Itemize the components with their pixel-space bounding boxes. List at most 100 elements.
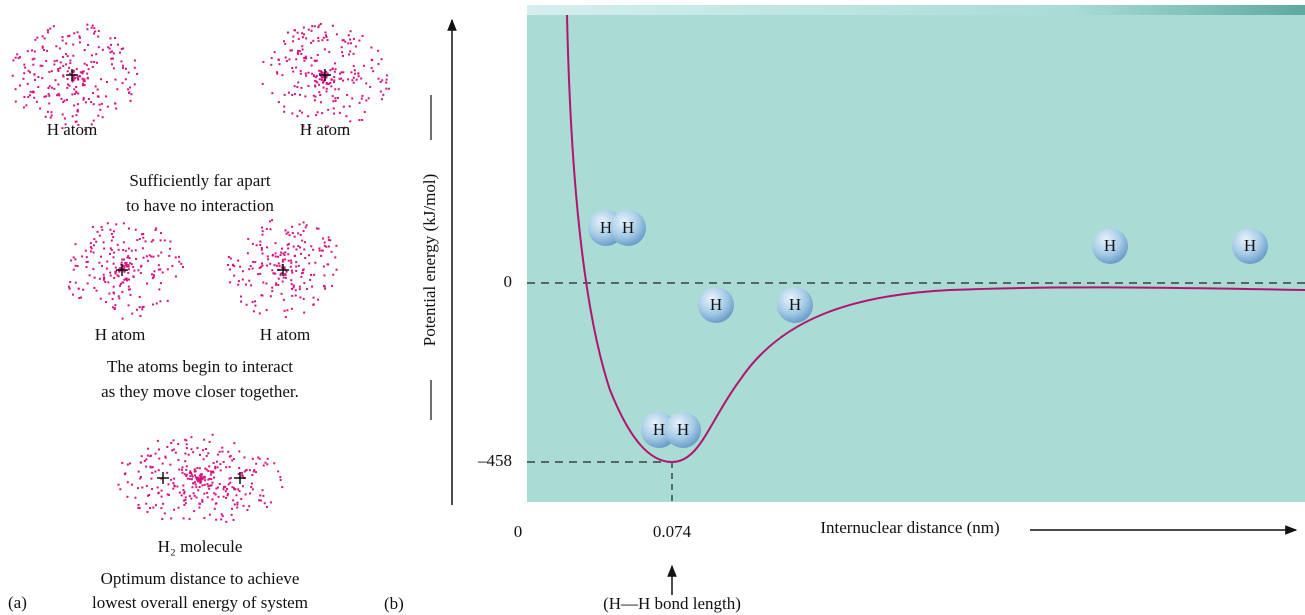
electron-dot (190, 497, 193, 500)
electron-dot (181, 468, 184, 471)
electron-dot (261, 226, 264, 229)
electron-dot (109, 247, 112, 250)
electron-dot (72, 71, 75, 74)
electron-dot (163, 512, 166, 515)
electron-dot (251, 457, 254, 460)
electron-dot (363, 64, 366, 67)
electron-dot (271, 92, 274, 95)
electron-dot (135, 257, 138, 260)
electron-dot (105, 301, 108, 304)
electron-dot (210, 478, 213, 481)
electron-dot (246, 508, 249, 511)
electron-dot (304, 256, 307, 259)
electron-dot (143, 459, 146, 462)
electron-dot (352, 76, 355, 79)
electron-dot (188, 495, 191, 498)
electron-dot (311, 285, 314, 288)
electron-dot (152, 255, 155, 258)
electron-dot (293, 85, 296, 88)
electron-dot (49, 27, 52, 30)
electron-dot (103, 247, 106, 250)
electron-dot (139, 475, 142, 478)
electron-dot (314, 95, 317, 98)
electron-dot (291, 271, 294, 274)
electron-dot (349, 38, 352, 41)
electron-dot (140, 455, 143, 458)
electron-dot (110, 50, 113, 53)
electron-dot (53, 87, 56, 90)
electron-dot (152, 303, 155, 306)
electron-dot (323, 241, 326, 244)
electron-dot (330, 250, 333, 253)
electron-dot (81, 77, 84, 80)
electron-dot (270, 57, 273, 60)
electron-dot (197, 489, 200, 492)
electron-dot (67, 83, 70, 86)
electron-dot (350, 71, 353, 74)
electron-dot (141, 306, 144, 309)
electron-dot (155, 504, 158, 507)
electron-dot (64, 123, 67, 126)
electron-dot (90, 101, 93, 104)
electron-dot (239, 265, 242, 268)
electron-dot (206, 491, 209, 494)
electron-dot (162, 502, 165, 505)
electron-dot (76, 77, 79, 80)
electron-dot (137, 269, 140, 272)
electron-dot (105, 95, 108, 98)
caption: Optimum distance to achieve (101, 569, 300, 588)
electron-dot (260, 265, 263, 268)
electron-dot (347, 42, 350, 45)
electron-dot (198, 485, 201, 488)
electron-dot (293, 254, 296, 257)
electron-dot (149, 465, 152, 468)
electron-dot (103, 277, 106, 280)
electron-dot (319, 101, 322, 104)
electron-dot (147, 447, 150, 450)
atom-spheres: H HH HH HH H (588, 210, 1268, 448)
electron-dot (292, 284, 295, 287)
x-tick-label: 0.074 (653, 522, 692, 541)
electron-dot (218, 450, 221, 453)
energy-curve (566, 14, 1305, 464)
electron-dot (238, 490, 241, 493)
electron-dot (123, 278, 126, 281)
plot-top-band (527, 5, 1305, 15)
electron-dot (309, 126, 312, 129)
atom-symbol: H (622, 218, 634, 237)
electron-dot (269, 295, 272, 298)
electron-dot (250, 284, 253, 287)
electron-dot (74, 243, 77, 246)
electron-dot (225, 496, 228, 499)
electron-dot (71, 93, 74, 96)
electron-dot (65, 98, 68, 101)
electron-dot (198, 506, 201, 509)
electron-dot (115, 107, 118, 110)
electron-dot (292, 286, 295, 289)
electron-dot (93, 61, 96, 64)
electron-dot (298, 223, 301, 226)
electron-dot (254, 261, 257, 264)
electron-dot (33, 73, 36, 76)
electron-dot (122, 264, 125, 267)
electron-dot (278, 264, 281, 267)
electron-dot (201, 477, 204, 480)
electron-dot (271, 286, 274, 289)
electron-dot (185, 439, 188, 442)
electron-dot (125, 263, 128, 266)
electron-dot (27, 95, 30, 98)
electron-dot (123, 266, 126, 269)
electron-dot (136, 239, 139, 242)
electron-dot (325, 87, 328, 90)
electron-dot (335, 33, 338, 36)
electron-dot (119, 282, 122, 285)
electron-dot (130, 93, 133, 96)
electron-dot (322, 80, 325, 83)
electron-dot (90, 60, 93, 63)
electron-dot (297, 81, 300, 84)
electron-dot (310, 245, 313, 248)
electron-dot (233, 487, 236, 490)
electron-dot (277, 470, 280, 473)
electron-dot (324, 31, 327, 34)
electron-dot (163, 239, 166, 242)
